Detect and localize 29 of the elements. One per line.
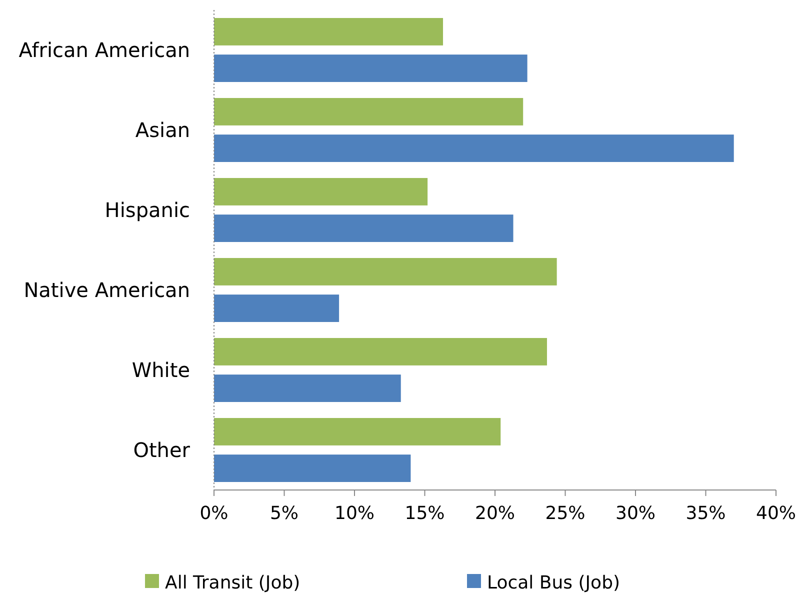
y-tick-label: White [132, 358, 190, 382]
legend-label: Local Bus (Job) [487, 572, 620, 594]
bar [214, 454, 411, 482]
x-tick-label: 5% [270, 502, 299, 524]
legend-label: All Transit (Job) [165, 572, 300, 594]
bar [214, 18, 444, 46]
y-tick-label: Asian [135, 118, 190, 142]
bar [214, 54, 528, 82]
bar [214, 98, 524, 126]
y-tick-label: Other [133, 438, 191, 462]
x-tick-label: 35% [686, 502, 726, 524]
x-tick-label: 30% [615, 502, 656, 524]
y-tick-label: Hispanic [104, 198, 190, 222]
bar [214, 418, 501, 446]
bar [214, 178, 428, 206]
y-tick-label: African American [18, 38, 190, 62]
x-tick-label: 40% [756, 502, 796, 524]
bar [214, 374, 401, 402]
x-tick-label: 10% [334, 502, 375, 524]
x-tick-label: 25% [545, 502, 586, 524]
bar [214, 338, 547, 366]
bar [214, 134, 734, 162]
x-tick-label: 20% [474, 502, 516, 524]
x-tick-label: 15% [404, 502, 445, 524]
y-tick-label: Native American [24, 278, 190, 302]
bar [214, 258, 557, 286]
x-tick-label: 0% [200, 502, 228, 524]
bar [214, 294, 340, 322]
bar [214, 214, 514, 242]
